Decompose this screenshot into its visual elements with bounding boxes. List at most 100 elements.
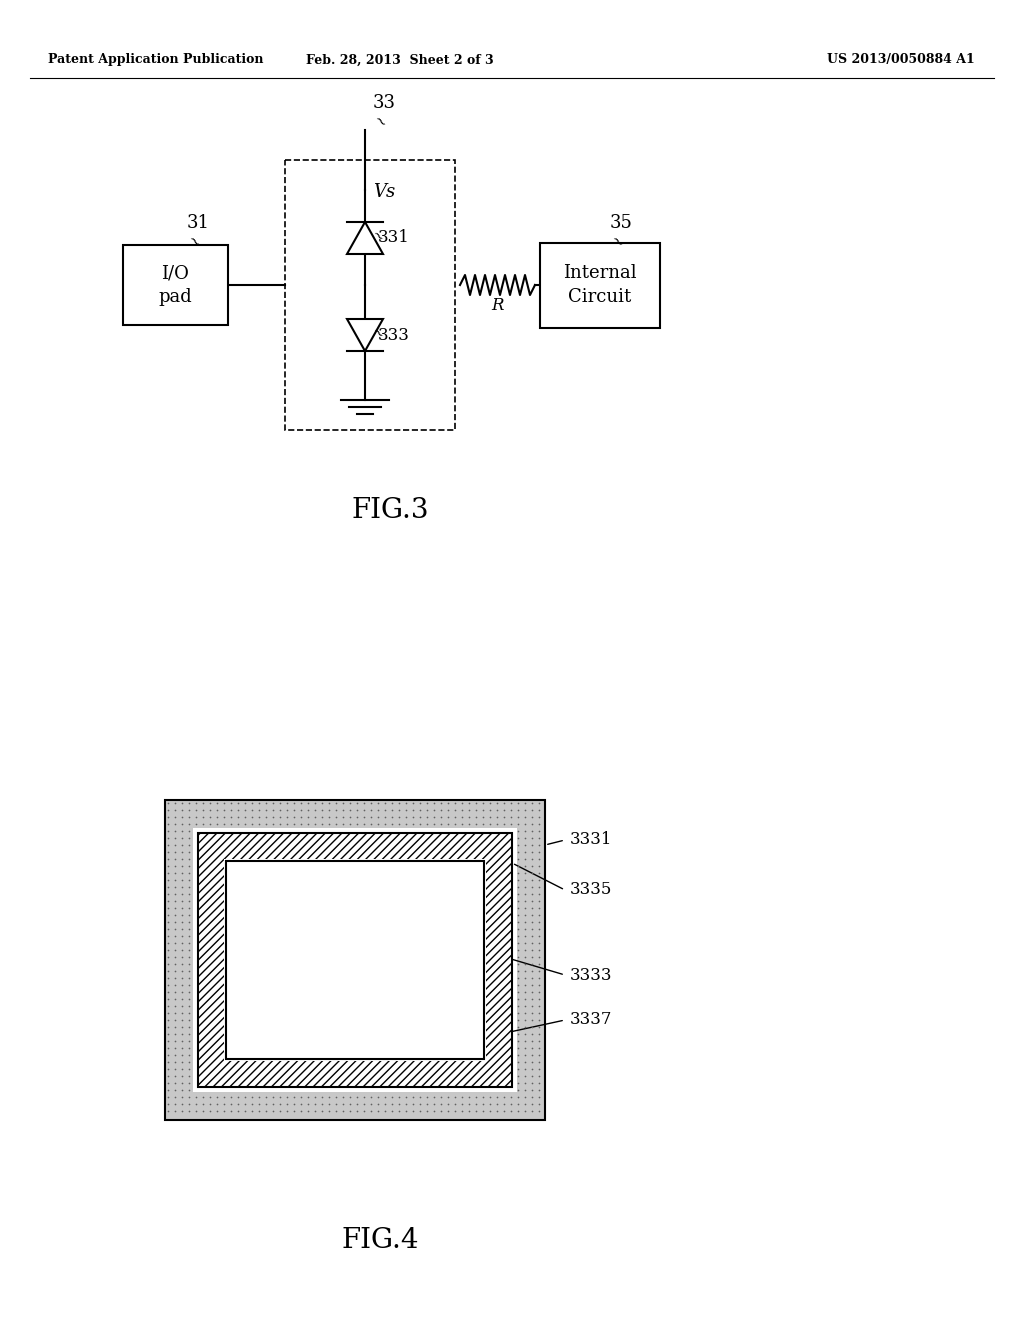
Point xyxy=(524,1023,541,1044)
Text: I/O
pad: I/O pad xyxy=(158,264,191,306)
Point xyxy=(216,813,232,834)
Point xyxy=(286,813,302,834)
Point xyxy=(517,813,534,834)
Point xyxy=(174,995,190,1016)
Point xyxy=(517,800,534,821)
Point xyxy=(419,1101,435,1122)
Point xyxy=(530,855,547,876)
Point xyxy=(530,876,547,898)
Point xyxy=(530,1023,547,1044)
Point xyxy=(167,876,183,898)
Point xyxy=(530,821,547,842)
Point xyxy=(503,807,519,828)
Point xyxy=(181,1072,198,1093)
Point xyxy=(174,968,190,989)
Point xyxy=(517,946,534,968)
Point xyxy=(313,807,330,828)
Point xyxy=(524,974,541,995)
Point xyxy=(265,792,282,813)
Point xyxy=(321,792,337,813)
Point xyxy=(174,1023,190,1044)
Point xyxy=(181,968,198,989)
Point xyxy=(279,1101,295,1122)
Point xyxy=(160,891,176,912)
Point xyxy=(510,989,526,1010)
Point xyxy=(195,1093,211,1114)
Point xyxy=(530,968,547,989)
Point xyxy=(510,919,526,940)
Point xyxy=(174,891,190,912)
Point xyxy=(209,1086,225,1107)
Point xyxy=(412,1093,428,1114)
Point xyxy=(530,953,547,974)
Point xyxy=(524,1031,541,1052)
Point xyxy=(510,974,526,995)
Point xyxy=(468,800,484,821)
Point xyxy=(510,1016,526,1038)
Point xyxy=(384,807,400,828)
Point xyxy=(349,1093,366,1114)
Point xyxy=(202,813,218,834)
Point xyxy=(488,1101,505,1122)
Point xyxy=(271,807,288,828)
Point xyxy=(530,961,547,982)
Point xyxy=(349,792,366,813)
Point xyxy=(286,800,302,821)
Point xyxy=(307,792,324,813)
Point xyxy=(244,1086,260,1107)
Point xyxy=(397,800,414,821)
Point xyxy=(181,1065,198,1086)
Point xyxy=(391,1086,408,1107)
Point xyxy=(167,982,183,1003)
Point xyxy=(517,932,534,953)
Point xyxy=(517,891,534,912)
Point xyxy=(440,1093,457,1114)
Point xyxy=(510,925,526,946)
Point xyxy=(244,1093,260,1114)
Point xyxy=(362,800,379,821)
Point xyxy=(530,807,547,828)
Point xyxy=(362,1086,379,1107)
Point xyxy=(202,792,218,813)
Point xyxy=(167,1031,183,1052)
Point xyxy=(223,1086,240,1107)
Point xyxy=(426,792,442,813)
Point xyxy=(482,1101,499,1122)
Point xyxy=(160,1093,176,1114)
Point xyxy=(209,1101,225,1122)
Point xyxy=(510,862,526,883)
Point xyxy=(181,1038,198,1059)
Point xyxy=(461,800,477,821)
Point xyxy=(510,876,526,898)
Point xyxy=(167,1002,183,1023)
Point xyxy=(167,1038,183,1059)
Point xyxy=(524,862,541,883)
Point xyxy=(454,800,470,821)
Point xyxy=(300,807,316,828)
Point xyxy=(279,813,295,834)
Point xyxy=(391,1093,408,1114)
Point xyxy=(244,807,260,828)
Point xyxy=(377,1093,393,1114)
Point xyxy=(167,940,183,961)
Point xyxy=(181,932,198,953)
Point xyxy=(440,813,457,834)
Point xyxy=(167,834,183,855)
Point xyxy=(167,898,183,919)
Point xyxy=(174,1093,190,1114)
Point xyxy=(167,1052,183,1073)
Point xyxy=(237,1101,253,1122)
Point xyxy=(160,841,176,862)
Point xyxy=(384,800,400,821)
Point xyxy=(454,813,470,834)
Point xyxy=(174,849,190,870)
Point xyxy=(160,995,176,1016)
Point xyxy=(384,1093,400,1114)
Point xyxy=(412,792,428,813)
Point xyxy=(251,800,267,821)
Text: ∼: ∼ xyxy=(368,227,386,246)
Point xyxy=(181,841,198,862)
Point xyxy=(517,876,534,898)
Point xyxy=(517,1086,534,1107)
Point xyxy=(530,800,547,821)
